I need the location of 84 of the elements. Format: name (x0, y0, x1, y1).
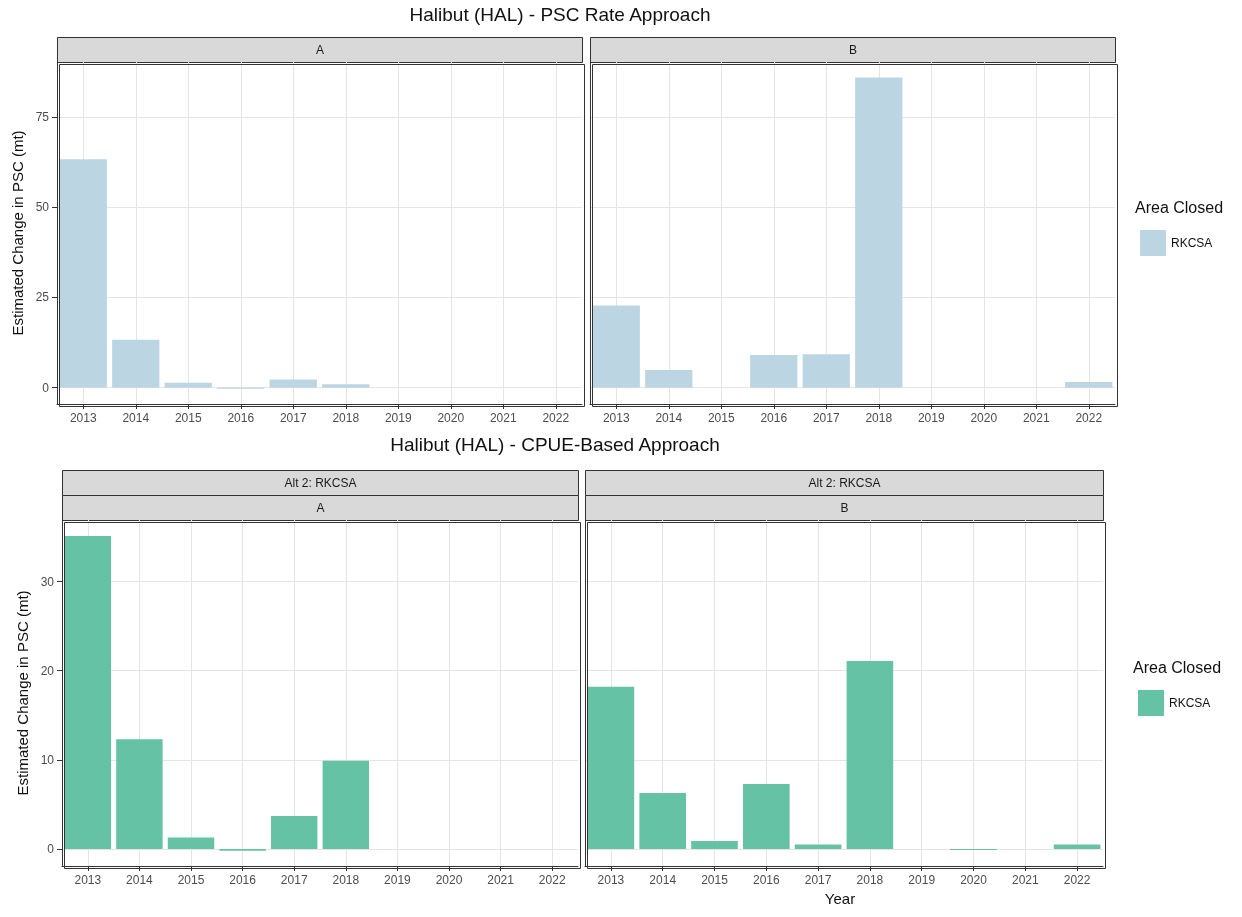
x-tick-label: 2021 (1011, 873, 1039, 887)
x-tick-label: 2013 (597, 873, 625, 887)
x-tick-label: 2022 (1075, 411, 1103, 425)
x-tick-label: 2019 (384, 873, 412, 887)
x-tick-label: 2017 (280, 873, 308, 887)
bar (802, 354, 850, 388)
bar (112, 339, 160, 388)
legend-title: Area Closed (1133, 658, 1222, 676)
x-tick-label: 2016 (760, 411, 788, 425)
x-tick-label: 2019 (908, 873, 936, 887)
x-tick-label: 2021 (1022, 411, 1050, 425)
bar (269, 379, 317, 388)
x-tick-label: 2015 (174, 411, 202, 425)
bar (645, 370, 693, 388)
y-tick-label: 25 (35, 290, 50, 305)
x-tick-label: 2018 (332, 873, 360, 887)
chart-title: Halibut (HAL) - CPUE-Based Approach (389, 434, 721, 456)
bar (855, 77, 903, 388)
x-tick-label: 2017 (279, 411, 307, 425)
x-tick-label: 2020 (435, 873, 463, 887)
chart-title: Halibut (HAL) - PSC Rate Approach (408, 4, 712, 26)
y-tick-label: 50 (35, 200, 50, 215)
x-tick-label: 2019 (917, 411, 945, 425)
legend-label: RKCSA (1169, 696, 1211, 710)
x-tick-label: 2020 (970, 411, 998, 425)
chart-subtitle: A (315, 43, 325, 57)
x-tick-label: 2022 (542, 411, 570, 425)
x-tick-label: 2020 (960, 873, 988, 887)
bar (1065, 381, 1113, 388)
text: Alt 2: RKCSA (808, 476, 881, 490)
x-tick-label: 2014 (655, 411, 683, 425)
legend-title: Area Closed (1135, 198, 1224, 216)
legend-label: RKCSA (1171, 236, 1213, 250)
bar (64, 536, 112, 850)
y-tick-label: 0 (47, 842, 55, 857)
x-tick-label: 2019 (384, 411, 412, 425)
y-tick-label: 20 (40, 663, 55, 678)
chart-subtitle: B (840, 501, 849, 515)
y-tick-label: 75 (35, 109, 50, 124)
bar (592, 305, 640, 388)
bar (164, 382, 212, 388)
x-tick-label: 2014 (649, 873, 677, 887)
x-tick-label: 2014 (122, 411, 150, 425)
x-tick-label: 2013 (69, 411, 97, 425)
x-tick-label: 2021 (487, 873, 515, 887)
bar (742, 783, 790, 850)
chart-subtitle: A (316, 501, 325, 515)
x-tick-label: 2015 (177, 873, 205, 887)
x-tick-label: 2016 (752, 873, 780, 887)
y-tick-label: 10 (40, 752, 55, 767)
y-tick-label: 30 (40, 574, 55, 589)
x-tick-label: 2018 (332, 411, 360, 425)
bar (846, 660, 894, 850)
x-tick-label: 2015 (701, 873, 729, 887)
bar (59, 159, 107, 388)
x-tick-label: 2015 (707, 411, 735, 425)
x-tick-label: 2017 (812, 411, 840, 425)
x-tick-label: 2018 (856, 873, 884, 887)
x-tick-label: 2014 (126, 873, 154, 887)
bar (750, 354, 798, 388)
bar (691, 841, 738, 850)
x-tick-label: 2013 (74, 873, 102, 887)
bar (270, 816, 318, 850)
bar (322, 384, 370, 388)
x-tick-label: 2021 (489, 411, 517, 425)
x-tick-label: 2018 (865, 411, 893, 425)
bar (167, 837, 215, 850)
x-tick-label: 2020 (437, 411, 465, 425)
x-tick-label: 2017 (804, 873, 832, 887)
y-axis-title: Estimated Change in PSC (mt) (8, 130, 26, 336)
x-tick-label: 2016 (227, 411, 255, 425)
x-tick-label: 2013 (602, 411, 630, 425)
chart-subtitle: B (848, 43, 858, 57)
x-axis-title: Year (824, 889, 856, 907)
bar (322, 760, 370, 850)
x-tick-label: 2022 (538, 873, 566, 887)
y-axis-title: Estimated Change in PSC (mt) (13, 590, 31, 796)
text: Alt 2: RKCSA (284, 476, 357, 490)
x-tick-label: 2016 (229, 873, 257, 887)
bar (116, 739, 163, 850)
x-tick-label: 2022 (1063, 873, 1091, 887)
y-tick-label: 0 (42, 380, 50, 395)
bar (587, 686, 635, 850)
bar (639, 792, 687, 850)
